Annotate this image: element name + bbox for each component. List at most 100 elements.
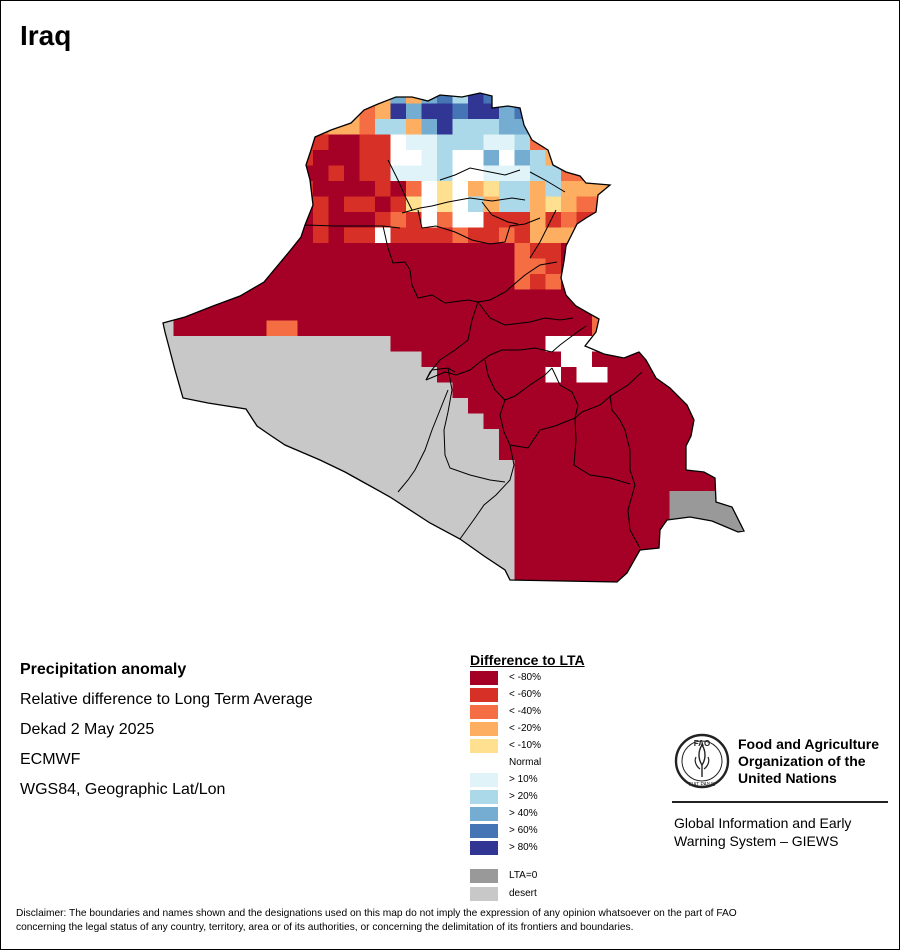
anomaly-cell bbox=[220, 367, 236, 383]
anomaly-cell bbox=[514, 150, 531, 166]
governorate-line bbox=[443, 367, 506, 483]
anomaly-cell bbox=[561, 537, 577, 554]
anomaly-cell bbox=[359, 93, 376, 104]
anomaly-cell bbox=[344, 413, 360, 430]
anomaly-cell bbox=[607, 553, 624, 569]
anomaly-cell bbox=[220, 196, 236, 213]
anomaly-cell bbox=[530, 103, 546, 120]
anomaly-cell bbox=[514, 320, 531, 337]
anomaly-cell bbox=[437, 429, 453, 445]
anomaly-cell bbox=[282, 522, 298, 538]
anomaly-cell bbox=[235, 243, 252, 259]
anomaly-cell bbox=[716, 258, 732, 275]
anomaly-cell bbox=[328, 212, 345, 228]
anomaly-cell bbox=[421, 103, 438, 120]
anomaly-cell bbox=[731, 165, 744, 182]
anomaly-cell bbox=[406, 103, 422, 120]
legend-item-lt-minus-80: < -80% bbox=[470, 671, 650, 685]
anomaly-cell bbox=[576, 212, 593, 228]
anomaly-cell bbox=[421, 305, 438, 321]
anomaly-cell bbox=[173, 196, 190, 213]
anomaly-cell bbox=[375, 444, 391, 461]
anomaly-cell bbox=[576, 165, 593, 182]
anomaly-cell bbox=[700, 289, 717, 306]
anomaly-cell bbox=[375, 243, 391, 259]
anomaly-cell bbox=[205, 584, 221, 600]
anomaly-cell bbox=[638, 413, 655, 430]
anomaly-cell bbox=[576, 537, 593, 554]
anomaly-cell bbox=[468, 181, 484, 197]
anomaly-cell bbox=[313, 553, 329, 569]
legend-item-desert: desert bbox=[470, 887, 650, 901]
anomaly-cell bbox=[437, 289, 453, 306]
anomaly-cell bbox=[163, 506, 174, 523]
anomaly-cell bbox=[623, 258, 639, 275]
anomaly-cell bbox=[561, 336, 577, 352]
anomaly-cell bbox=[545, 351, 562, 368]
anomaly-cell bbox=[623, 305, 639, 321]
anomaly-cell bbox=[375, 196, 391, 213]
anomaly-cell bbox=[328, 553, 345, 569]
anomaly-cell bbox=[313, 181, 329, 197]
anomaly-cell bbox=[344, 444, 360, 461]
anomaly-cell bbox=[421, 522, 438, 538]
anomaly-cell bbox=[297, 382, 314, 399]
anomaly-cell bbox=[731, 506, 744, 523]
anomaly-cell bbox=[545, 382, 562, 399]
anomaly-cell bbox=[669, 491, 686, 507]
anomaly-cell bbox=[266, 444, 283, 461]
anomaly-cell bbox=[483, 522, 500, 538]
anomaly-cell bbox=[700, 258, 717, 275]
anomaly-cell bbox=[654, 134, 670, 151]
anomaly-cell bbox=[204, 93, 221, 104]
anomaly-cell bbox=[545, 258, 562, 275]
anomaly-cell bbox=[266, 289, 283, 306]
anomaly-cell bbox=[700, 506, 717, 523]
anomaly-cell bbox=[685, 212, 701, 228]
anomaly-cell bbox=[483, 258, 500, 275]
anomaly-cell bbox=[576, 134, 593, 151]
anomaly-cell bbox=[390, 320, 407, 337]
anomaly-cell bbox=[685, 506, 701, 523]
anomaly-cell bbox=[251, 351, 267, 368]
anomaly-cell bbox=[390, 398, 407, 414]
anomaly-cell bbox=[452, 413, 469, 430]
anomaly-cell bbox=[359, 165, 376, 182]
anomaly-cell bbox=[700, 367, 717, 383]
anomaly-cell bbox=[468, 584, 484, 600]
anomaly-cell bbox=[251, 491, 267, 507]
governorate-line bbox=[417, 209, 541, 245]
anomaly-cell bbox=[452, 165, 469, 182]
anomaly-cell bbox=[163, 413, 174, 430]
anomaly-cell bbox=[406, 475, 422, 492]
anomaly-cell bbox=[375, 584, 391, 600]
anomaly-cell bbox=[204, 336, 221, 352]
legend-item-gt-20: > 20% bbox=[470, 790, 650, 804]
anomaly-cell bbox=[406, 336, 422, 352]
anomaly-cell bbox=[669, 537, 686, 554]
anomaly-cell bbox=[189, 227, 205, 244]
anomaly-cell bbox=[204, 134, 221, 151]
anomaly-cell bbox=[189, 181, 205, 197]
anomaly-cell bbox=[437, 351, 453, 368]
anomaly-cell bbox=[452, 382, 469, 399]
anomaly-cell bbox=[685, 150, 701, 166]
legend-label: < -20% bbox=[509, 723, 541, 734]
anomaly-cell bbox=[313, 460, 329, 476]
anomaly-cell bbox=[576, 475, 593, 492]
anomaly-cell bbox=[204, 289, 221, 306]
anomaly-cell bbox=[173, 274, 190, 290]
anomaly-cell bbox=[282, 506, 298, 523]
anomaly-cell bbox=[297, 491, 314, 507]
anomaly-cell bbox=[700, 227, 717, 244]
anomaly-cell bbox=[731, 289, 744, 306]
governorate-line bbox=[401, 197, 526, 214]
anomaly-cell bbox=[468, 227, 484, 244]
anomaly-cell bbox=[607, 289, 624, 306]
anomaly-cell bbox=[545, 305, 562, 321]
anomaly-cell bbox=[731, 274, 744, 290]
anomaly-cell bbox=[189, 429, 205, 445]
fao-logo-motto: FIAT PANIS bbox=[689, 782, 716, 788]
anomaly-cell bbox=[499, 165, 515, 182]
legend-swatch bbox=[470, 773, 498, 787]
